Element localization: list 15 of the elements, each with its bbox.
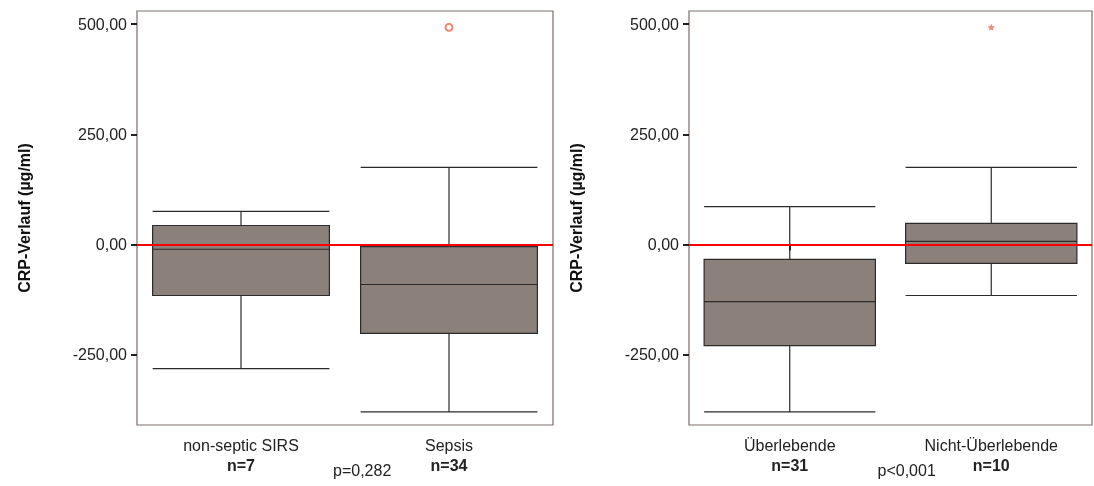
y-tick-label: -250,00 [72, 346, 128, 364]
y-axis-title: CRP-Verlauf (µg/ml) [567, 143, 585, 293]
y-tick-label: 250,00 [78, 125, 128, 143]
text: p=0,282 [333, 461, 392, 479]
y-tick-label: 500,00 [78, 15, 128, 33]
y-tick-label: -250,00 [624, 346, 680, 364]
y-tick-label: 250,00 [630, 125, 680, 143]
x-tick-label: non-septic SIRS n=7 [183, 436, 299, 474]
text: p<0,001 [877, 461, 936, 479]
x-tick-label: Überlebende n=31 [743, 436, 836, 474]
x-tick-label: Sepsis n=34 [424, 436, 474, 474]
y-tick-label: 500,00 [630, 15, 680, 33]
y-tick-label: 0,00 [647, 235, 680, 253]
y-axis-title: CRP-Verlauf (µg/ml) [15, 143, 33, 293]
y-tick-label: 0,00 [95, 235, 128, 253]
